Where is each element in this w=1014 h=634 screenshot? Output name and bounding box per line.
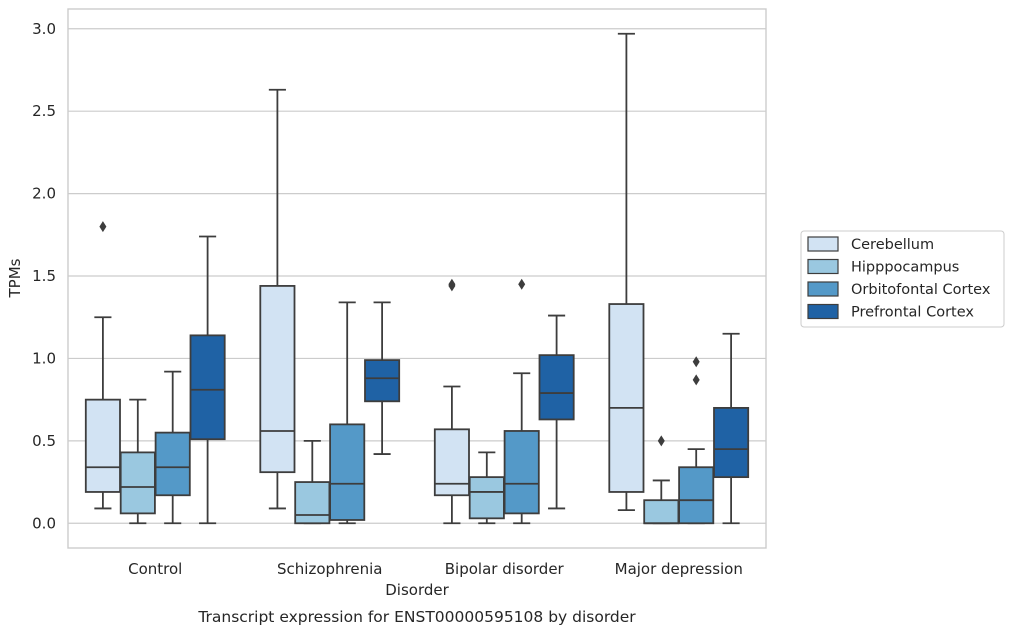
x-tick-labels: Control Schizophrenia Bipolar disorder Majo… — [128, 560, 743, 578]
outlier-point — [99, 221, 107, 233]
outlier-point — [518, 278, 526, 290]
plot-boxes — [84, 32, 750, 525]
box-orbitofontal-cortex — [154, 370, 191, 525]
legend-items: Cerebellum Hipppocampus Orbitofontal Corte… — [807, 236, 991, 321]
chart-caption: Transcript expression for ENST0000059510… — [197, 608, 636, 626]
legend-item: Orbitofontal Cortex — [807, 281, 991, 298]
box-orbitofontal-cortex — [503, 278, 540, 525]
legend-item: Prefrontal Cortex — [807, 303, 974, 321]
x-tick-label: Major depression — [615, 560, 743, 578]
box-cerebellum — [433, 278, 470, 525]
legend-swatch — [807, 281, 839, 297]
box-iqr — [678, 466, 715, 525]
y-tick-label: 0.5 — [32, 432, 56, 450]
box-iqr — [608, 303, 645, 493]
legend-swatch — [807, 258, 839, 275]
box-prefrontal-cortex — [713, 332, 750, 525]
legend-swatch — [807, 303, 839, 320]
box-iqr — [329, 423, 366, 521]
y-tick-label: 1.5 — [32, 267, 56, 285]
box-hipppocampus — [294, 439, 331, 525]
legend-item: Cerebellum — [807, 236, 934, 253]
box-iqr — [643, 499, 680, 525]
x-tick-label: Control — [128, 560, 182, 578]
x-axis-label: Disorder — [385, 581, 449, 599]
box-iqr — [468, 476, 505, 520]
y-tick-label: 2.5 — [32, 102, 56, 120]
box-hipppocampus — [119, 398, 156, 525]
box-iqr — [538, 354, 575, 421]
y-tick-label: 0.0 — [32, 514, 56, 532]
legend-frame — [800, 230, 1005, 328]
legend-label: Hipppocampus — [851, 260, 959, 276]
y-tick-label: 3.0 — [32, 20, 56, 38]
box-iqr — [503, 430, 540, 515]
y-tick-label: 1.0 — [32, 349, 56, 367]
legend-swatch — [807, 236, 839, 252]
box-iqr — [189, 334, 226, 441]
box-cerebellum — [259, 88, 296, 510]
box-orbitofontal-cortex — [329, 301, 366, 525]
box-hipppocampus — [643, 435, 680, 525]
outlier-point — [657, 435, 665, 447]
legend-item: Hipppocampus — [807, 258, 959, 276]
box-iqr — [259, 285, 296, 474]
outlier-point — [448, 278, 456, 290]
plot-frame — [67, 8, 767, 549]
box-prefrontal-cortex — [189, 235, 226, 525]
box-iqr — [294, 481, 331, 525]
box-prefrontal-cortex — [538, 314, 575, 510]
legend: Cerebellum Hipppocampus Orbitofontal Corte… — [800, 230, 1005, 328]
box-cerebellum — [84, 221, 121, 510]
outlier-point — [692, 356, 700, 368]
y-tick-labels: 0.0 0.5 1.0 1.5 2.0 2.5 3.0 — [32, 20, 56, 532]
box-iqr — [154, 431, 191, 497]
box-iqr — [364, 359, 401, 403]
box-hipppocampus — [468, 451, 505, 525]
box-iqr — [119, 451, 156, 515]
legend-label: Prefrontal Cortex — [851, 305, 974, 321]
box-iqr — [713, 406, 750, 479]
y-axis-label: TPMs — [6, 258, 24, 298]
x-tick-label: Schizophrenia — [277, 560, 382, 578]
outlier-point — [692, 374, 700, 386]
legend-label: Cerebellum — [851, 237, 934, 253]
box-prefrontal-cortex — [364, 301, 401, 455]
box-iqr — [433, 428, 470, 497]
box-cerebellum — [608, 32, 645, 511]
box-orbitofontal-cortex — [678, 356, 715, 525]
box-iqr — [84, 398, 121, 493]
legend-label: Orbitofontal Cortex — [851, 282, 991, 298]
y-tick-label: 2.0 — [32, 185, 56, 203]
x-tick-label: Bipolar disorder — [445, 560, 565, 578]
